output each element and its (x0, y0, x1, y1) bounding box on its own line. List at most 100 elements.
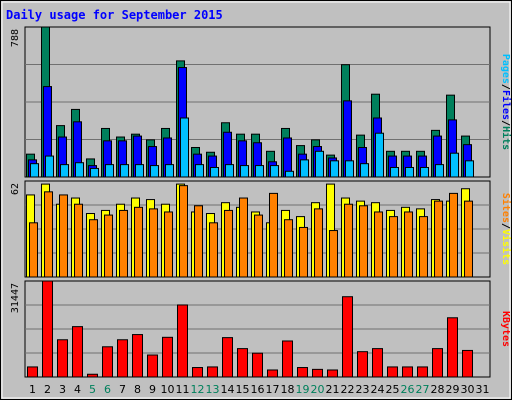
kbytes-bar (297, 367, 308, 378)
sites-bar (29, 222, 38, 278)
day-label: 18 (281, 383, 295, 396)
legend-entry: KBytes (500, 311, 511, 347)
kbytes-bar (447, 317, 458, 378)
day-label: 12 (191, 383, 205, 396)
legend-entry: / (500, 223, 511, 229)
kbytes-bar (402, 366, 413, 378)
kbytes-bar (72, 326, 83, 378)
sites-bar (374, 211, 383, 278)
sites-bar (104, 214, 113, 278)
day-label: 19 (296, 383, 310, 396)
sites-bar (419, 216, 428, 278)
kbytes-bar (432, 348, 443, 378)
kbytes-bar (57, 339, 68, 378)
day-label: 2 (44, 383, 51, 396)
kbytes-bar (282, 340, 293, 378)
pages-bar (180, 117, 189, 178)
day-label: 28 (431, 383, 445, 396)
day-label: 22 (341, 383, 355, 396)
kbytes-bar (222, 337, 233, 378)
day-label: 10 (161, 383, 175, 396)
panel3-legend: KBytes (500, 311, 511, 347)
y-max-label: 62 (10, 183, 21, 195)
day-label: 30 (461, 383, 475, 396)
legend-entry: Files (500, 90, 512, 120)
kbytes-bar (357, 351, 368, 378)
sites-bar (164, 211, 173, 278)
pages-bar (300, 159, 309, 178)
sites-bar (119, 209, 128, 278)
pages-bar (465, 160, 474, 178)
pages-bar (375, 132, 384, 178)
pages-bar (270, 165, 279, 178)
day-label: 26 (401, 383, 415, 396)
day-label: 11 (176, 383, 190, 396)
pages-bar (345, 160, 354, 178)
day-label: 31 (476, 383, 490, 396)
day-label: 13 (206, 383, 220, 396)
kbytes-bar (462, 349, 473, 378)
day-label: 16 (251, 383, 265, 396)
pages-bar (150, 165, 159, 178)
sites-bar (44, 191, 53, 278)
pages-bar (30, 163, 39, 178)
day-label: 29 (446, 383, 460, 396)
pages-bar (390, 166, 399, 178)
day-label: 15 (236, 383, 250, 396)
day-label: 20 (311, 383, 325, 396)
legend-entry: / (500, 84, 511, 90)
day-label: 23 (356, 383, 370, 396)
kbytes-bar (27, 366, 38, 378)
pages-bar (240, 165, 249, 178)
kbytes-bar (207, 366, 218, 378)
y-max-label: 31447 (10, 283, 21, 313)
pages-bar (330, 160, 339, 178)
kbytes-bar (42, 280, 53, 378)
legend-entry: Sites (500, 193, 512, 223)
day-label: 27 (416, 383, 430, 396)
day-label: 24 (371, 383, 385, 396)
sites-bar (269, 192, 278, 278)
day-label: 17 (266, 383, 280, 396)
kbytes-bar (162, 336, 173, 378)
sites-bar (314, 208, 323, 278)
pages-bar (285, 170, 294, 178)
chart-title: Daily usage for September 2015 (6, 8, 223, 22)
sites-bar (464, 200, 473, 278)
pages-bar (225, 164, 234, 178)
pages-bar (60, 164, 69, 178)
day-label: 9 (149, 383, 156, 396)
sites-bar (389, 216, 398, 278)
pages-bar (405, 166, 414, 178)
day-label: 7 (119, 383, 126, 396)
kbytes-bar (417, 366, 428, 378)
sites-bar (179, 185, 188, 278)
pages-bar (210, 166, 219, 178)
pages-bar (90, 167, 99, 178)
sites-bar (134, 206, 143, 278)
day-label: 5 (89, 383, 96, 396)
sites-bar (149, 208, 158, 278)
pages-bar (420, 166, 429, 178)
sites-bar (404, 211, 413, 278)
legend-entry: / (500, 120, 511, 126)
legend-entry: Pages (500, 54, 511, 84)
kbytes-panel: 31447 (10, 280, 491, 378)
day-axis-labels: 1 2 3 4 5 6 7 8 9 10 11 12 13 14 15 16 17 18 19 20 21 22 23 24 2… (29, 383, 490, 396)
sites-bar (299, 226, 308, 278)
pages-bar (75, 162, 84, 178)
legend-entry: Hits (500, 126, 512, 150)
kbytes-bar (147, 354, 158, 378)
sites-bar (434, 200, 443, 278)
kbytes-bar (252, 352, 263, 378)
kbytes-bar (192, 367, 203, 378)
kbytes-bar (387, 366, 398, 378)
sites-bar (74, 203, 83, 278)
pages-bar (435, 164, 444, 178)
day-label: 25 (386, 383, 400, 396)
sites-bar (254, 214, 263, 278)
pages-bar (255, 165, 264, 178)
visits-sites-panel: 62 (10, 180, 491, 278)
kbytes-bar (132, 334, 143, 378)
